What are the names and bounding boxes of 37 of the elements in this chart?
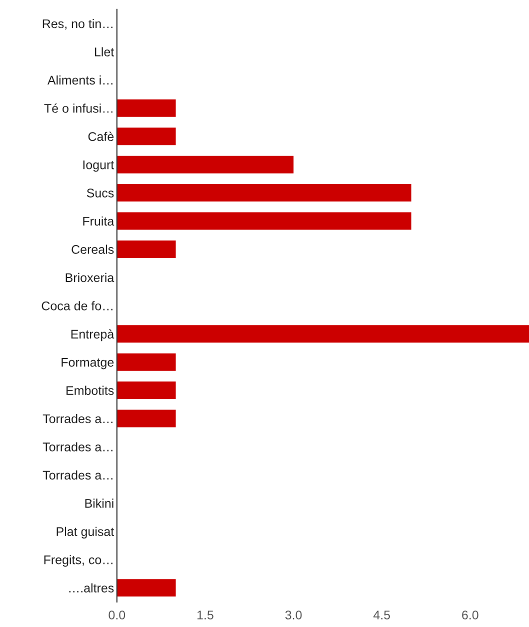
bar xyxy=(116,325,529,343)
y-tick-label: Iogurt xyxy=(83,160,114,172)
y-tick-label: ….altres xyxy=(69,583,114,592)
y-tick-label: Torrades a… xyxy=(42,470,112,480)
bar xyxy=(116,382,176,400)
y-tick-label: Torrades a… xyxy=(42,414,112,424)
bar xyxy=(116,579,176,597)
y-tick-label: Torrades a… xyxy=(42,442,112,452)
y-tick-label: Brioxeria xyxy=(66,272,114,282)
bar xyxy=(116,353,176,371)
y-tick-label: Bikini xyxy=(85,498,114,508)
y-tick-label: Res, no tin… xyxy=(42,18,112,30)
bar xyxy=(116,212,412,230)
x-tick-label: 3.0 xyxy=(285,610,302,620)
bar xyxy=(116,184,412,202)
y-tick-label: Embotits xyxy=(66,386,114,395)
y-tick-label: Té o infusi… xyxy=(44,103,112,113)
bar xyxy=(116,156,294,174)
y-tick-label: Sucs xyxy=(86,188,114,198)
y-tick-label: Plat guisat xyxy=(56,526,114,539)
x-tick-label: 4.5 xyxy=(373,610,390,620)
bar xyxy=(116,99,176,117)
y-tick-label: Cafè xyxy=(88,132,114,142)
y-tick-label: Fregits, co… xyxy=(44,555,112,567)
y-tick-label: Llet xyxy=(95,47,114,56)
bar xyxy=(116,240,176,258)
y-tick-label: Formatge xyxy=(62,358,114,370)
bar xyxy=(116,410,176,428)
bar xyxy=(116,128,176,146)
y-tick-label: Cereals xyxy=(72,244,114,254)
y-tick-label: Entrepà xyxy=(71,329,114,342)
x-tick-label: 0.0 xyxy=(108,610,126,620)
y-tick-label: Fruita xyxy=(83,216,114,226)
y-tick-label: Aliments i… xyxy=(47,75,112,85)
y-tick-label: Coca de fo… xyxy=(42,301,112,310)
x-tick-label: 6.0 xyxy=(462,610,478,620)
x-tick-label: 1.5 xyxy=(197,610,214,620)
